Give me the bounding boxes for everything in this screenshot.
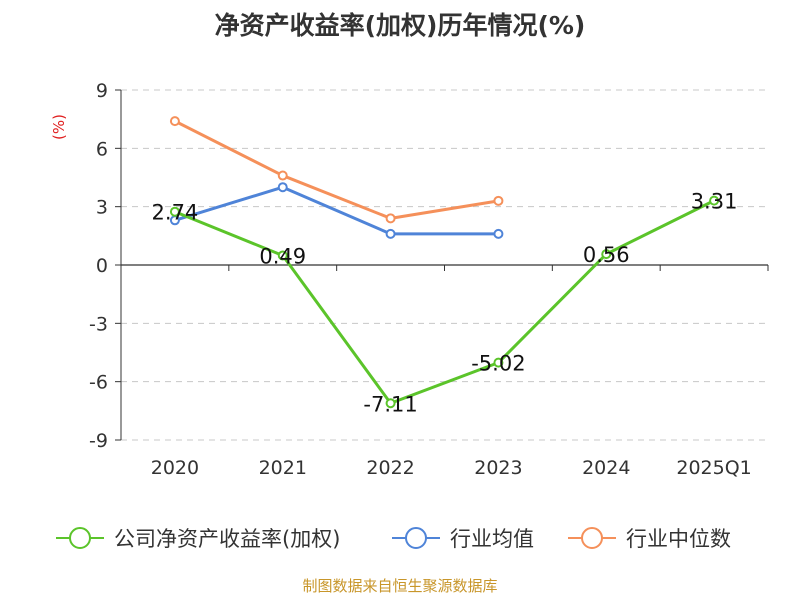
x-tick-label: 2020	[151, 457, 199, 479]
data-point	[385, 228, 396, 239]
series-line	[174, 185, 499, 236]
data-label: 0.56	[583, 243, 630, 267]
axes: 9 6 3 0 -3 -6 -9 2020 2021 2022 2023 2024 2025Q1	[89, 80, 769, 479]
data-point	[169, 206, 180, 217]
legend-label: 行业中位数	[626, 527, 731, 551]
data-point	[277, 250, 288, 261]
legend-marker	[581, 527, 603, 549]
data-labels: 2.74 0.49 -7.11 -5.02 0.56 3.31	[152, 190, 738, 417]
data-point	[169, 116, 180, 127]
source-note: 制图数据来自恒生聚源数据库	[302, 577, 497, 595]
y-tick-label: -9	[89, 430, 108, 452]
data-point	[493, 195, 504, 206]
y-tick-label: 3	[96, 197, 108, 219]
y-tick-label: 0	[96, 255, 108, 277]
legend-marker	[405, 527, 427, 549]
data-point	[493, 357, 504, 368]
data-label: 3.31	[691, 190, 738, 214]
x-tick-label: 2022	[366, 457, 414, 479]
data-point	[493, 228, 504, 239]
y-tick-label: 6	[96, 138, 108, 160]
legend-label: 行业均值	[450, 527, 534, 551]
data-point	[385, 213, 396, 224]
data-label: -5.02	[471, 352, 525, 376]
legend-label: 公司净资产收益率(加权)	[114, 527, 340, 551]
data-label: 2.74	[152, 201, 199, 225]
x-tick-label: 2023	[474, 457, 522, 479]
data-label: 0.49	[259, 244, 306, 268]
chart-title: 净资产收益率(加权)历年情况(%)	[215, 11, 586, 40]
legend: 公司净资产收益率(加权) 行业均值 行业中位数	[56, 527, 731, 551]
data-point	[709, 195, 720, 206]
data-point	[277, 182, 288, 193]
x-tick-label: 2021	[259, 457, 307, 479]
y-tick-label: -6	[89, 372, 108, 394]
series-line	[174, 199, 715, 405]
x-tick-label: 2024	[582, 457, 630, 479]
data-label: -7.11	[363, 392, 417, 416]
data-point	[385, 398, 396, 409]
x-tick-label: 2025Q1	[676, 457, 751, 479]
data-point	[277, 170, 288, 181]
y-axis-label: (%)	[50, 114, 68, 140]
legend-marker	[69, 527, 91, 549]
series-lines	[169, 116, 720, 409]
y-tick-label: -3	[89, 313, 108, 335]
data-point	[601, 249, 612, 260]
grid-lines	[121, 89, 768, 441]
series-line	[174, 119, 499, 220]
y-tick-label: 9	[96, 80, 108, 102]
